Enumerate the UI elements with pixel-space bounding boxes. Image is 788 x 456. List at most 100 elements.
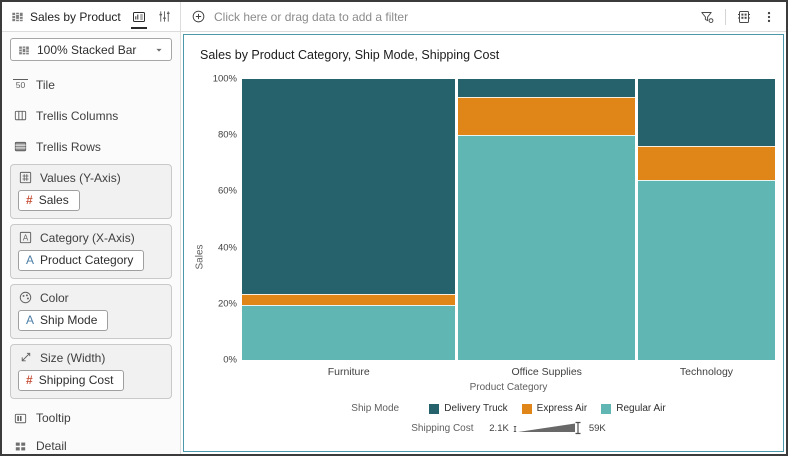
svg-text:A: A [23,233,29,242]
legend-item-delivery-truck[interactable]: Delivery Truck [429,403,508,414]
stacked-bar-icon [10,9,25,24]
main-area: 100% Stacked Bar 50 Tile Trellis Columns Tr… [2,32,786,454]
pill-label: Ship Mode [40,313,98,327]
sidebar-item-label: Trellis Columns [36,108,119,123]
visualization-panel[interactable]: Sales by Product Category, Ship Mode, Sh… [183,34,784,452]
toolbar-separator [725,8,726,25]
stacked-bar-icon [17,43,31,57]
sidebar-item-label: Tooltip [36,411,71,425]
sidebar-items-top: 50 Tile Trellis Columns Trellis Rows [2,69,180,162]
viz-title-bar: Sales by Product Ca... [2,2,181,32]
properties-icon[interactable] [154,5,174,29]
pill-shipping-cost[interactable]: # Shipping Cost [18,370,125,391]
legend-item-express-air[interactable]: Express Air [521,403,588,414]
drop-zone-values-y-axis[interactable]: Values (Y-Axis) # Sales [10,164,172,219]
drop-zone-category-x-axis[interactable]: A Category (X-Axis) A Product Category [10,224,172,279]
y-tick-label: 80% [217,129,237,141]
chevron-down-icon [153,44,165,56]
segment-technology-regular-air[interactable] [637,180,775,360]
drop-zone-header: Values (Y-Axis) [18,170,164,185]
sidebar-item-tile[interactable]: 50 Tile [2,69,180,100]
segment-office-supplies-delivery-truck[interactable] [458,79,635,98]
attribute-icon: A [26,313,35,327]
color-legend-row: Ship Mode Delivery Truck Express Air Regul… [351,403,665,414]
legend-label: Express Air [536,403,588,414]
legend-item-regular-air[interactable]: Regular Air [601,403,666,414]
pill-sales[interactable]: # Sales [18,190,80,211]
segment-furniture-express-air[interactable] [242,293,456,306]
y-tick-label: 100% [212,73,237,85]
x-tick-label-office-supplies: Office Supplies [511,366,582,378]
pill-ship-mode[interactable]: A Ship Mode [18,310,109,331]
size-legend-row: Shipping Cost 2.1K 59K [411,421,606,435]
segment-technology-express-air[interactable] [637,146,775,181]
values-icon [18,170,33,185]
sidebar-item-detail[interactable]: Detail [2,432,180,454]
segment-office-supplies-regular-air[interactable] [458,135,635,360]
bar-furniture[interactable] [242,79,456,360]
grammar-sidebar: 100% Stacked Bar 50 Tile Trellis Columns Tr… [2,32,181,454]
y-axis: 0% 20% 40% 60% 80% 100% [206,74,242,366]
sidebar-item-trellis-columns[interactable]: Trellis Columns [2,100,180,131]
detail-icon [13,439,28,454]
circle-plus-icon[interactable] [191,9,206,24]
legend-label: Regular Air [616,403,666,414]
size-icon [18,350,33,365]
plot-area [242,79,775,360]
top-bar: Sales by Product Ca... Click here or dra… [2,2,786,32]
measure-icon: # [26,373,33,387]
segment-furniture-delivery-truck[interactable] [242,79,456,294]
size-legend-min: 2.1K [489,422,509,434]
x-labels: Furniture Office Supplies Technology [242,366,775,378]
x-tick-label-technology: Technology [679,366,734,378]
data-panel-icon[interactable] [736,9,752,25]
tooltip-icon [13,411,28,426]
filter-bar-actions [699,8,776,25]
drop-zone-header: Size (Width) [18,350,164,365]
bar-office-supplies[interactable] [458,79,635,360]
segment-furniture-regular-air[interactable] [242,305,456,360]
chart-type-value: 100% Stacked Bar [37,42,137,57]
attribute-icon: A [26,253,35,267]
chart-type-selector[interactable]: 100% Stacked Bar [10,38,172,61]
drop-zone-label: Size (Width) [40,350,106,365]
drop-zone-size-width[interactable]: Size (Width) # Shipping Cost [10,344,172,399]
filter-bar[interactable]: Click here or drag data to add a filter [181,2,786,32]
y-axis-title: Sales [194,244,206,270]
color-icon [18,290,33,305]
more-menu-icon[interactable] [762,9,776,25]
drop-zone-color[interactable]: Color A Ship Mode [10,284,172,339]
chart-legend: Ship Mode Delivery Truck Express Air Regul… [242,403,775,435]
x-tick-label-furniture: Furniture [327,366,370,378]
sidebar-drop-sections: Values (Y-Axis) # Sales A Category (X-Axis) A… [2,164,180,399]
category-icon: A [18,230,33,245]
pill-label: Sales [38,193,69,207]
sidebar-item-trellis-rows[interactable]: Trellis Rows [2,131,180,162]
sidebar-item-tooltip[interactable]: Tooltip [2,404,180,432]
drop-zone-header: A Category (X-Axis) [18,230,164,245]
chart-title: Sales by Product Category, Ship Mode, Sh… [200,48,500,62]
size-legend-max: 59K [588,422,606,434]
segment-office-supplies-express-air[interactable] [458,97,635,136]
legend-swatch [521,403,532,414]
sidebar-item-label: Trellis Rows [36,139,101,154]
legend-swatch [601,403,612,414]
segment-technology-delivery-truck[interactable] [637,79,775,147]
canvas: Sales by Product Category, Ship Mode, Sh… [181,32,786,454]
drop-zone-header: Color [18,290,164,305]
trellis-rows-icon [13,139,28,154]
filter-funnel-icon[interactable] [699,9,715,25]
sidebar-items-bottom: TooltipDetailFiltersRelated Columns [2,404,180,454]
grammar-panel-icon[interactable] [129,5,149,29]
size-legend-title: Shipping Cost [411,422,474,434]
trellis-columns-icon [13,108,28,123]
pill-label: Shipping Cost [38,373,114,387]
measure-icon: # [26,193,33,207]
legend-label: Delivery Truck [444,403,508,414]
tile-50-icon: 50 [13,78,28,91]
pill-product-category[interactable]: A Product Category [18,250,145,271]
sidebar-item-label: Tile [36,77,55,92]
viz-tab-title: Sales by Product Ca... [30,9,124,24]
bar-technology[interactable] [637,79,775,360]
